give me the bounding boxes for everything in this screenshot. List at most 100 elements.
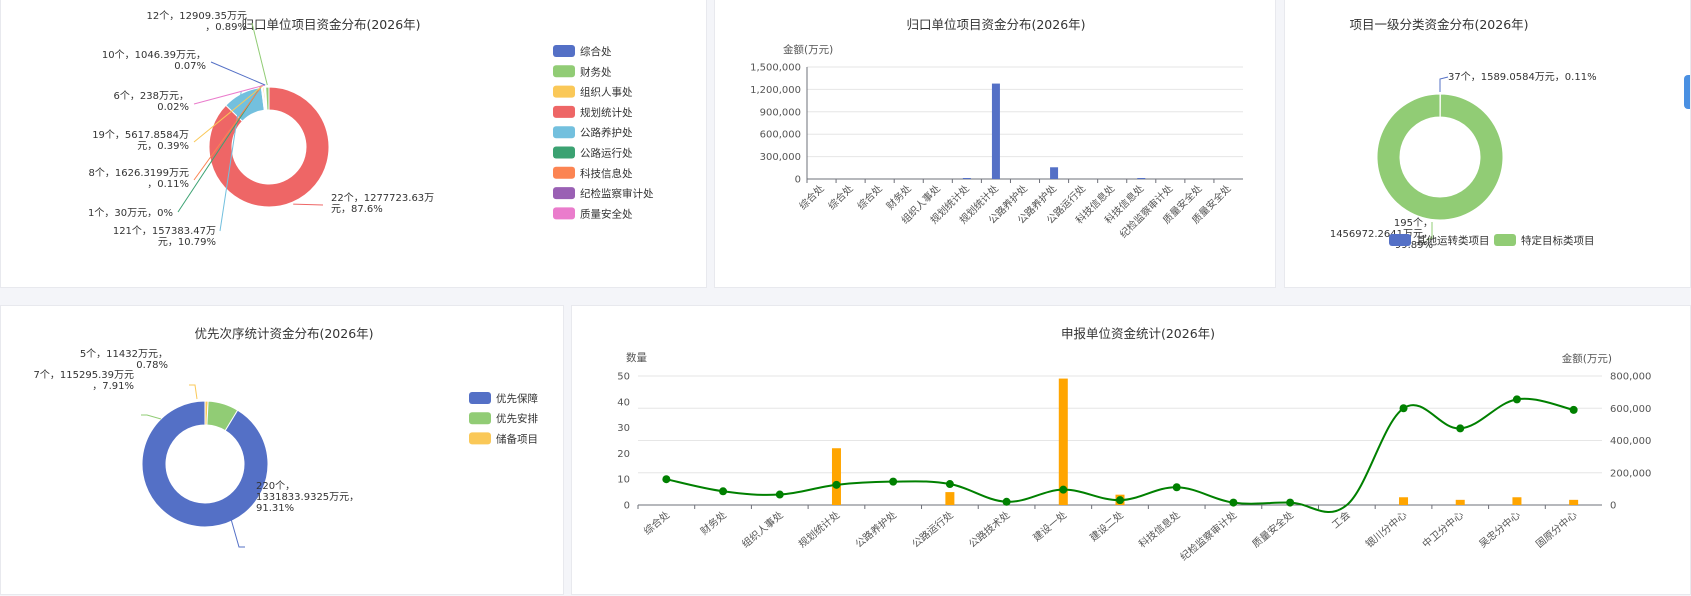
- legend-entry: 质量安全处: [580, 207, 633, 220]
- chart-title: 项目一级分类资金分布(2026年): [1349, 17, 1528, 32]
- y-tick-label: 50: [617, 372, 630, 383]
- label-leader-line: [1440, 77, 1448, 92]
- y-tick-label: 600,000: [760, 130, 801, 141]
- x-tick-label: 综合处: [854, 182, 884, 212]
- y2-tick-label: 600,000: [1610, 404, 1651, 415]
- x-tick-label: 中卫分中心: [1420, 508, 1467, 550]
- slice-label: 37个，1589.0584万元，0.11%: [1448, 71, 1597, 83]
- line-point: [662, 475, 670, 483]
- line-point: [1059, 486, 1067, 494]
- y-tick-label: 0: [795, 175, 801, 186]
- category-pie-card: 项目一级分类资金分布(2026年) 37个，1589.0584万元，0.11% 1…: [1284, 0, 1691, 288]
- legend-swatch: [553, 167, 575, 179]
- slice-label: 7个，115295.39万元: [34, 369, 134, 381]
- legend-swatch: [553, 126, 575, 138]
- pie-slice: [1377, 94, 1503, 220]
- legend-swatch: [553, 45, 575, 57]
- x-tick-label: 公路养护处: [852, 508, 899, 550]
- y-tick-label: 900,000: [760, 107, 801, 118]
- line-point: [946, 480, 954, 488]
- legend-entry: 财务处: [580, 65, 612, 78]
- legend-entry: 公路运行处: [580, 147, 633, 160]
- y-tick-label: 30: [617, 423, 630, 434]
- y-tick-label: 40: [617, 397, 630, 408]
- x-tick-label: 组织人事处: [739, 508, 786, 550]
- x-tick-label: 综合处: [825, 182, 855, 212]
- y-tick-label: 1,500,000: [750, 63, 801, 74]
- x-tick-label: 财务处: [698, 508, 729, 537]
- x-tick-label: 纪检监察审计处: [1177, 508, 1239, 563]
- chart-title: 申报单位资金统计(2026年): [1061, 326, 1215, 341]
- category-pie-chart: 项目一级分类资金分布(2026年) 37个，1589.0584万元，0.11% 1…: [1285, 0, 1691, 289]
- legend-swatch: [469, 432, 491, 444]
- slice-label: 元，10.79%: [158, 237, 216, 248]
- priority-pie-card: 优先次序统计资金分布(2026年) 5个，11432万元，0.78%7个，115…: [0, 305, 564, 595]
- bar: [963, 178, 971, 179]
- line-point: [1400, 404, 1408, 412]
- legend-swatch: [553, 207, 575, 219]
- slice-label: 6个，238万元，: [114, 90, 189, 102]
- x-tick-label: 公路技术处: [966, 508, 1013, 550]
- y-tick-label: 10: [617, 475, 630, 486]
- slice-label: 91.31%: [256, 503, 294, 514]
- legend-entry: 优先保障: [496, 392, 538, 405]
- slice-label: 8个，1626.3199万元: [89, 167, 189, 179]
- slice-label: 1个，30万元，0%: [88, 207, 173, 219]
- y-tick-label: 300,000: [760, 152, 801, 163]
- bar: [945, 492, 954, 505]
- chart-title: 归口单位项目资金分布(2026年): [906, 17, 1085, 32]
- chart-title: 优先次序统计资金分布(2026年): [194, 326, 373, 341]
- bar: [1512, 497, 1521, 505]
- funding-by-dept-pie-card: 归口单位项目资金分布(2026年) 22个，1277723.63万元，87.6%…: [0, 0, 707, 288]
- legend-entry: 优先安排: [496, 412, 538, 425]
- slice-label: 220个，: [256, 480, 295, 492]
- slice-label: 元，0.39%: [137, 141, 189, 152]
- slice-label: 5个，11432万元，: [80, 348, 168, 360]
- y-axis-label: 金额(万元): [783, 43, 833, 56]
- bar: [1569, 500, 1578, 505]
- x-tick-label: 建设二处: [1087, 508, 1126, 544]
- x-tick-label: 质量安全处: [1249, 508, 1296, 550]
- legend-entry: 公路养护处: [580, 126, 633, 139]
- line-point: [889, 478, 897, 486]
- priority-pie-chart: 优先次序统计资金分布(2026年) 5个，11432万元，0.78%7个，115…: [1, 306, 565, 596]
- slice-label: 元，87.6%: [331, 204, 383, 215]
- legend-swatch: [553, 65, 575, 77]
- legend-swatch: [553, 147, 575, 159]
- y2-tick-label: 0: [1610, 501, 1616, 512]
- x-tick-label: 综合处: [641, 508, 672, 537]
- slice-label: 12个，12909.35万元: [147, 10, 247, 22]
- side-panel-tab[interactable]: [1684, 75, 1690, 109]
- x-tick-label: 建设一处: [1030, 508, 1069, 544]
- legend-entry: 规划统计处: [580, 106, 633, 119]
- slice-label: ，7.91%: [92, 381, 134, 392]
- legend-swatch: [553, 187, 575, 199]
- chart-title: 归口单位项目资金分布(2026年): [241, 17, 420, 32]
- slice-label: 0.02%: [157, 102, 189, 113]
- funding-by-dept-bar-chart: 归口单位项目资金分布(2026年) 金额(万元) 0 300,000 600,000…: [715, 0, 1277, 289]
- slice-label: 10个，1046.39万元，: [102, 49, 206, 61]
- applicant-funding-chart: 申报单位资金统计(2026年) 数量 金额(万元) 01020304050020…: [572, 306, 1691, 596]
- slice-label: 0.07%: [174, 61, 206, 72]
- line-point: [1286, 499, 1294, 507]
- slice-label: 19个，5617.8584万: [92, 129, 189, 141]
- slice-label: 195个，: [1394, 217, 1433, 229]
- label-leader-line: [211, 62, 265, 85]
- y-tick-label: 20: [617, 449, 630, 460]
- legend-swatch: [1494, 234, 1516, 246]
- bar: [1399, 497, 1408, 505]
- bar: [1137, 178, 1145, 179]
- y-axis-left-label: 数量: [626, 351, 647, 364]
- label-leader-line: [189, 385, 197, 399]
- bar: [1050, 167, 1058, 179]
- slice-label: 121个，157383.47万: [113, 225, 216, 237]
- legend-entry: 纪检监察审计处: [580, 187, 654, 200]
- legend-entry: 组织人事处: [580, 86, 633, 99]
- line-point: [1513, 395, 1521, 403]
- slice-label: 1331833.9325万元，: [256, 492, 359, 503]
- line-point: [1570, 406, 1578, 414]
- x-tick-label: 科技信息处: [1136, 508, 1183, 550]
- label-leader-line: [231, 519, 245, 547]
- y2-tick-label: 400,000: [1610, 436, 1651, 447]
- label-leader-line: [141, 415, 161, 419]
